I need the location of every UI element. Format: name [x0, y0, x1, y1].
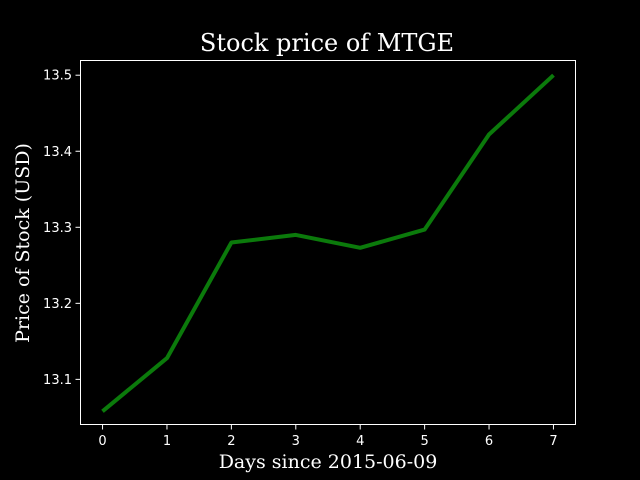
y-tick-label: 13.5: [43, 69, 72, 84]
x-tick-label: 2: [227, 434, 235, 449]
x-axis: 0 1 2 3 4 5 6 7: [98, 425, 557, 449]
x-tick-label: 7: [549, 434, 557, 449]
y-tick-label: 13.3: [43, 221, 72, 236]
y-tick-label: 13.2: [43, 297, 72, 312]
chart-title: Stock price of MTGE: [200, 29, 454, 57]
x-tick-label: 4: [356, 434, 364, 449]
y-axis: 13.1 13.2 13.3 13.4 13.5: [43, 69, 80, 388]
x-tick-label: 6: [485, 434, 493, 449]
x-tick-label: 1: [163, 434, 171, 449]
price-line: [103, 75, 554, 411]
x-axis-label: Days since 2015-06-09: [219, 451, 438, 473]
y-axis-label: Price of Stock (USD): [12, 143, 34, 343]
y-tick-label: 13.1: [43, 373, 72, 388]
series-group: [103, 75, 554, 411]
x-tick-label: 0: [98, 434, 106, 449]
y-tick-label: 13.4: [43, 145, 72, 160]
x-tick-label: 5: [420, 434, 428, 449]
x-tick-label: 3: [292, 434, 300, 449]
